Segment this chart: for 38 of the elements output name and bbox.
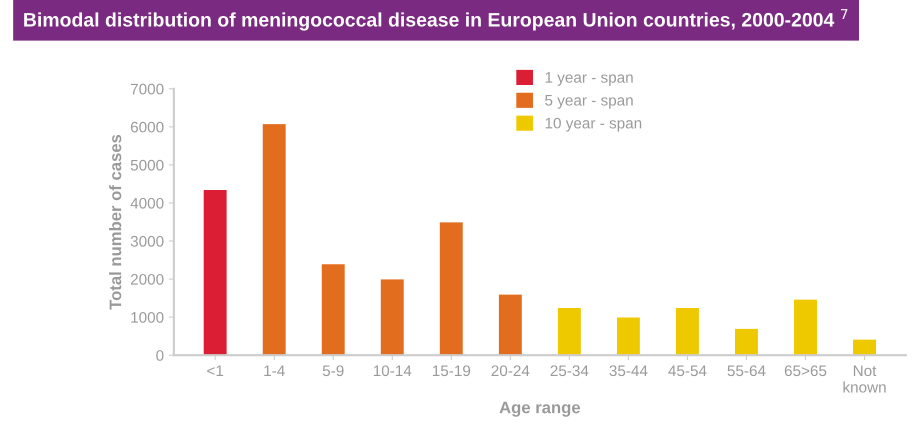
bar: [439, 222, 464, 356]
y-tick-label: 1000: [131, 312, 164, 323]
x-tick-label: 65>65: [784, 365, 826, 376]
legend-label: 1 year - span: [546, 72, 633, 86]
y-tick-label: 7000: [130, 84, 164, 94]
x-tick-label: 35-44: [609, 365, 648, 376]
x-tick-label: 1-4: [264, 365, 285, 376]
y-tick-label: 3000: [130, 236, 164, 247]
x-tick-label: Not known: [843, 365, 886, 393]
x-tick-label: 55-64: [728, 365, 766, 376]
x-tick-label: 10-14: [374, 365, 412, 376]
bar: [262, 123, 286, 356]
x-tick-label: 20-24: [492, 365, 530, 376]
bar: [321, 264, 346, 356]
bar: [793, 298, 818, 356]
bar: [675, 307, 700, 356]
y-tick-label: 6000: [130, 122, 164, 133]
bar: [380, 278, 404, 356]
x-tick-label: 5-9: [322, 365, 344, 376]
bar: [616, 316, 641, 356]
bar: [852, 338, 877, 356]
legend-label: 10 year - span: [546, 118, 642, 132]
bar: [734, 328, 759, 356]
x-tick-label: 25-34: [550, 365, 588, 376]
y-axis-title: Total number of cases: [109, 134, 122, 310]
y-tick-label: 0: [156, 350, 164, 361]
x-tick-label: 45-54: [668, 365, 707, 376]
y-tick-label: 2000: [130, 274, 164, 285]
y-tick-label: 5000: [130, 160, 164, 171]
legend-label: 5 year - span: [545, 95, 633, 109]
x-axis-title: Age range: [500, 402, 580, 417]
x-tick-label: 15-19: [432, 365, 470, 376]
bar: [557, 307, 582, 356]
x-tick-label: <1: [207, 365, 224, 376]
bar: [203, 189, 228, 356]
y-tick-label: 4000: [130, 198, 164, 209]
chart-title: Bimodal distribution of meningococcal disease in European Union countries, 2000-2004 $^{7}$: [24, 9, 848, 31]
bar: [498, 294, 522, 356]
